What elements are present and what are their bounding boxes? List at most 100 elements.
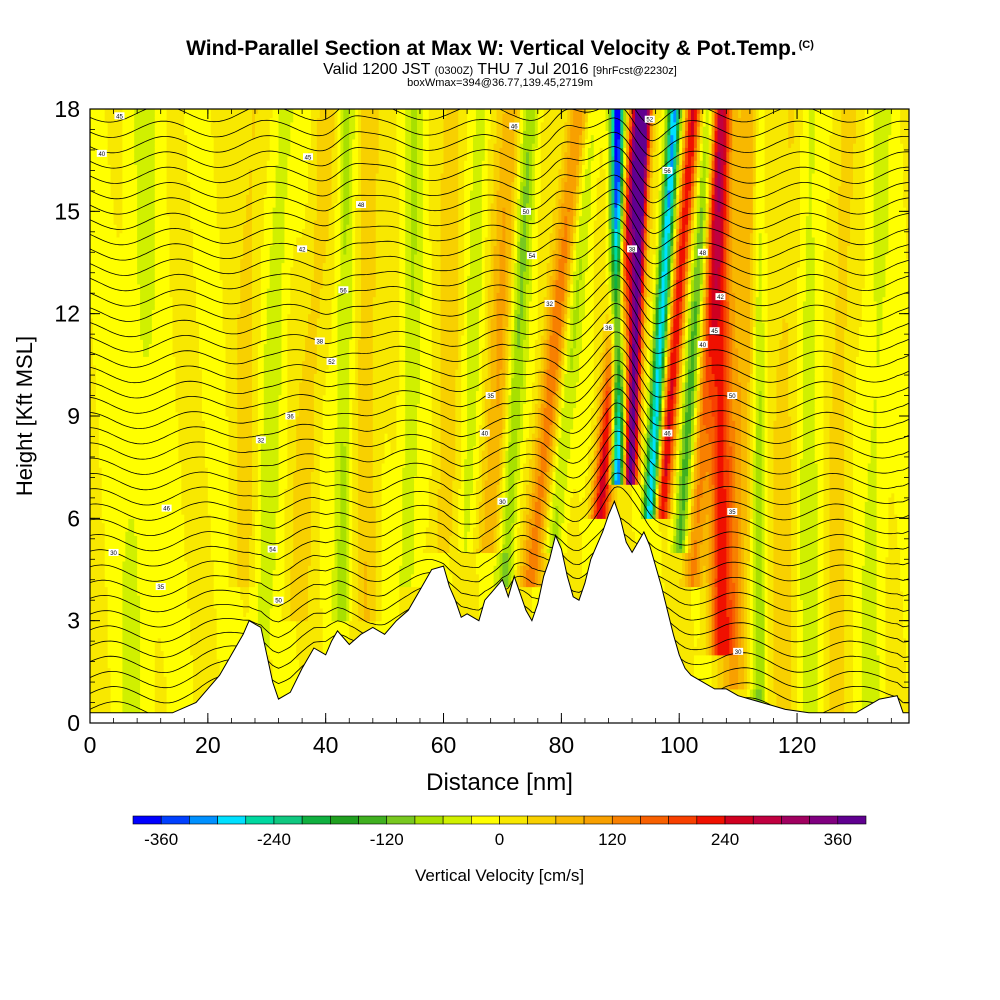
velocity-cell (107, 398, 112, 404)
velocity-cell (122, 283, 126, 289)
velocity-cell (119, 181, 124, 187)
velocity-cell (140, 416, 144, 421)
velocity-cell (90, 126, 94, 131)
velocity-cell (107, 219, 112, 225)
velocity-cell (140, 522, 144, 528)
velocity-cell (134, 629, 138, 635)
velocity-cell (125, 428, 129, 434)
velocity-cell (137, 202, 141, 208)
velocity-cell (98, 198, 103, 204)
velocity-cell (137, 211, 141, 217)
valid-time-b: THU 7 Jul 2016 (477, 61, 588, 78)
velocity-cell (92, 121, 97, 127)
velocity-cell (122, 462, 126, 468)
velocity-cell (125, 420, 129, 426)
velocity-cell (107, 190, 112, 195)
velocity-cell (113, 258, 118, 264)
velocity-cell (90, 292, 94, 298)
velocity-cell (92, 262, 97, 268)
velocity-cell (122, 394, 126, 400)
velocity-cell (122, 484, 126, 490)
velocity-cell (113, 646, 118, 652)
velocity-cell (140, 624, 144, 630)
velocity-cell (116, 573, 121, 579)
velocity-cell (101, 543, 106, 549)
velocity-cell (137, 373, 141, 379)
velocity-cell (116, 334, 121, 340)
velocity-cell (140, 590, 144, 596)
velocity-cell (122, 552, 126, 558)
velocity-cell (137, 569, 141, 575)
velocity-cell (134, 198, 138, 204)
velocity-cell (104, 654, 109, 660)
velocity-cell (110, 437, 115, 443)
velocity-cell (125, 560, 129, 566)
velocity-cell (131, 411, 135, 417)
velocity-cell (116, 373, 121, 379)
velocity-cell (140, 462, 144, 468)
velocity-cell (128, 458, 132, 464)
velocity-cell (90, 450, 94, 455)
velocity-cell (131, 236, 135, 242)
velocity-cell (137, 147, 141, 153)
velocity-cell (95, 565, 100, 571)
velocity-cell (92, 151, 97, 157)
velocity-cell (113, 671, 118, 677)
velocity-cell (137, 603, 141, 609)
velocity-cell (128, 607, 132, 613)
velocity-cell (137, 467, 141, 473)
velocity-cell (122, 266, 126, 272)
velocity-cell (101, 143, 106, 148)
velocity-cell (128, 705, 132, 711)
velocity-cell (137, 684, 141, 690)
velocity-cell (110, 343, 115, 349)
velocity-cell (113, 578, 118, 583)
velocity-cell (110, 207, 115, 212)
velocity-cell (125, 624, 129, 630)
velocity-cell (119, 296, 124, 302)
velocity-cell (140, 556, 144, 562)
velocity-cell (110, 185, 115, 191)
velocity-cell (98, 377, 103, 383)
velocity-cell (92, 228, 97, 234)
velocity-cell (128, 322, 132, 328)
velocity-cell (131, 160, 135, 166)
velocity-cell (113, 505, 118, 511)
velocity-cell (110, 701, 115, 707)
velocity-cell (104, 164, 109, 170)
velocity-cell (107, 531, 112, 536)
velocity-cell (110, 138, 115, 144)
velocity-cell (98, 219, 103, 225)
velocity-cell (125, 172, 129, 178)
velocity-cell (122, 556, 126, 562)
velocity-cell (122, 433, 126, 438)
velocity-cell (110, 283, 115, 289)
velocity-cell (125, 369, 129, 374)
velocity-cell (95, 484, 100, 490)
velocity-cell (98, 326, 103, 332)
velocity-cell (98, 616, 103, 622)
velocity-cell (134, 526, 138, 532)
velocity-cell (101, 279, 106, 285)
velocity-cell (128, 433, 132, 438)
velocity-cell (122, 569, 126, 575)
velocity-cell (137, 296, 141, 302)
velocity-cell (95, 262, 100, 268)
velocity-cell (92, 386, 97, 392)
velocity-cell (90, 160, 94, 166)
velocity-cell (125, 360, 129, 366)
velocity-cell (92, 479, 97, 485)
velocity-cell (134, 607, 138, 613)
velocity-cell (119, 458, 124, 464)
velocity-cell (104, 381, 109, 387)
velocity-cell (90, 518, 94, 524)
velocity-cell (92, 505, 97, 511)
velocity-cell (92, 198, 97, 204)
velocity-cell (113, 322, 118, 328)
velocity-cell (125, 343, 129, 349)
velocity-cell (137, 680, 141, 686)
velocity-cell (92, 369, 97, 374)
velocity-cell (125, 283, 129, 289)
velocity-cell (125, 543, 129, 549)
velocity-cell (95, 364, 100, 370)
